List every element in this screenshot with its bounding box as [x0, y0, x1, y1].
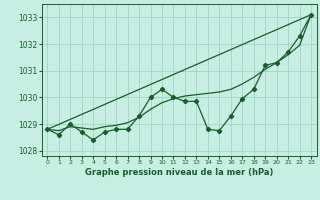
X-axis label: Graphe pression niveau de la mer (hPa): Graphe pression niveau de la mer (hPa): [85, 168, 273, 177]
